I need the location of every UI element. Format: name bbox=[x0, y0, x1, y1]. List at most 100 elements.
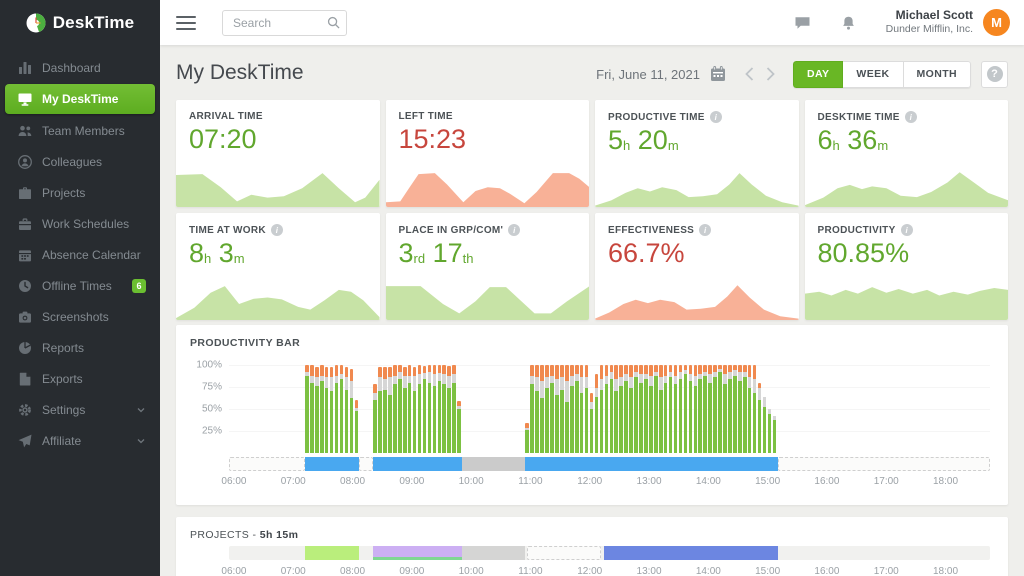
online-timeline bbox=[229, 457, 990, 471]
productivity-bar-segment bbox=[634, 365, 638, 453]
sidebar-item-absence-calendar[interactable]: Absence Calendar bbox=[0, 239, 160, 270]
chat-icon[interactable] bbox=[794, 15, 811, 31]
exports-icon bbox=[18, 372, 32, 386]
info-icon[interactable]: i bbox=[709, 111, 722, 123]
productivity-bar-segment bbox=[569, 365, 574, 453]
sidebar-item-projects[interactable]: Projects bbox=[0, 177, 160, 208]
sidebar-item-settings[interactable]: Settings bbox=[0, 394, 160, 425]
productivity-bar-segment bbox=[535, 365, 539, 453]
productivity-bar-segment bbox=[525, 365, 530, 453]
productivity-bar-segment bbox=[683, 365, 688, 453]
productivity-bar-segment bbox=[388, 365, 392, 453]
project-segment-blue[interactable] bbox=[603, 546, 778, 560]
info-icon[interactable]: i bbox=[900, 224, 913, 236]
card-label: ARRIVAL TIME bbox=[189, 111, 263, 122]
productivity-bar-segment bbox=[688, 365, 693, 453]
productivity-bar-segment bbox=[402, 365, 407, 453]
productivity-bar-segment bbox=[693, 365, 698, 453]
range-button-week[interactable]: WEEK bbox=[843, 60, 904, 88]
productivity-bar-segment bbox=[432, 365, 437, 453]
info-icon[interactable]: i bbox=[508, 224, 521, 236]
sidebar-item-offline-times[interactable]: Offline Times 6 bbox=[0, 270, 160, 301]
info-icon[interactable]: i bbox=[904, 111, 917, 123]
colleague-icon bbox=[18, 154, 32, 169]
sidebar-item-colleagues[interactable]: Colleagues bbox=[0, 146, 160, 177]
range-button-month[interactable]: MONTH bbox=[903, 60, 971, 88]
x-tick-label: 12:00 bbox=[577, 566, 603, 576]
sidebar-item-label: Settings bbox=[42, 402, 86, 417]
productivity-bar-segment bbox=[422, 365, 427, 453]
y-axis-labels: 100% 75% 50% 25% bbox=[186, 360, 222, 453]
productivity-bar-segment bbox=[678, 365, 683, 453]
next-day-button[interactable] bbox=[760, 65, 781, 83]
productivity-bar-segment bbox=[698, 365, 703, 453]
y-tick-label: 50% bbox=[201, 403, 222, 415]
productivity-bar-chart bbox=[229, 365, 990, 453]
productivity-bar-segment bbox=[310, 365, 314, 453]
productivity-bar-segment bbox=[344, 365, 349, 453]
user-menu[interactable]: Michael Scott Dunder Mifflin, Inc. bbox=[886, 8, 973, 36]
work-schedules-icon bbox=[18, 217, 32, 231]
help-button[interactable]: ? bbox=[981, 60, 1008, 88]
projects-total-time: 5h 15m bbox=[259, 529, 299, 541]
productivity-bar-segment bbox=[728, 365, 732, 453]
info-icon[interactable]: i bbox=[699, 224, 712, 236]
productivity-bar-segment bbox=[703, 365, 707, 453]
hamburger-menu-icon[interactable] bbox=[176, 12, 196, 34]
reports-icon bbox=[18, 341, 32, 355]
productivity-bar-segment bbox=[412, 365, 417, 453]
sidebar-item-label: Absence Calendar bbox=[42, 247, 141, 262]
sparkline-chart bbox=[804, 172, 1008, 207]
card-value: 8h 3m bbox=[189, 238, 245, 268]
productivity-bar-segment bbox=[653, 365, 658, 453]
sidebar-item-label: Screenshots bbox=[42, 309, 109, 324]
productivity-bar-segment bbox=[378, 365, 382, 453]
projects-title: PROJECTS - 5h 15m bbox=[190, 529, 299, 541]
project-segment-lavender[interactable] bbox=[373, 546, 463, 560]
productivity-bar-segment bbox=[324, 365, 329, 453]
sparkline-chart bbox=[176, 286, 380, 320]
productivity-bar-segment bbox=[649, 365, 653, 453]
calendar-icon[interactable] bbox=[709, 65, 727, 83]
card-label: DESKTIME TIME bbox=[817, 111, 900, 123]
sparkline-chart bbox=[385, 173, 589, 207]
x-tick-label: 14:00 bbox=[695, 566, 721, 576]
sidebar-item-screenshots[interactable]: Screenshots bbox=[0, 301, 160, 332]
stat-card-left-time: LEFT TIME 15:23 bbox=[385, 100, 589, 207]
sidebar-item-work-schedules[interactable]: Work Schedules bbox=[0, 208, 160, 239]
project-segment-away[interactable] bbox=[462, 546, 526, 560]
card-label: EFFECTIVENESS bbox=[608, 224, 695, 236]
card-label: TIME AT WORK bbox=[189, 224, 266, 236]
info-icon[interactable]: i bbox=[270, 224, 283, 236]
productivity-bar-segment bbox=[540, 365, 544, 453]
sidebar-item-affiliate[interactable]: Affiliate bbox=[0, 425, 160, 456]
sidebar-item-team-members[interactable]: Team Members bbox=[0, 115, 160, 146]
productivity-bar-segment bbox=[733, 365, 737, 453]
productivity-bar-segment bbox=[329, 365, 334, 453]
chevron-down-icon bbox=[137, 406, 145, 414]
current-date: Fri, June 11, 2021 bbox=[596, 66, 700, 82]
search-input[interactable] bbox=[222, 9, 347, 36]
sidebar-item-my-desktime[interactable]: My DeskTime bbox=[5, 84, 155, 114]
project-segment-empty[interactable] bbox=[527, 546, 601, 560]
sidebar: DeskTime Dashboard My DeskTime Team Member… bbox=[0, 0, 160, 576]
project-segment-lime[interactable] bbox=[305, 546, 360, 560]
brand-name: DeskTime bbox=[52, 13, 135, 32]
productivity-bar-segment bbox=[668, 365, 673, 453]
avatar[interactable]: M bbox=[983, 9, 1010, 36]
sidebar-item-reports[interactable]: Reports bbox=[0, 332, 160, 363]
sidebar-item-exports[interactable]: Exports bbox=[0, 363, 160, 394]
logo[interactable]: DeskTime bbox=[0, 0, 160, 46]
projects-icon bbox=[18, 186, 32, 200]
topbar-right: Michael Scott Dunder Mifflin, Inc. M bbox=[794, 8, 1024, 36]
productivity-bar-segment bbox=[442, 365, 447, 453]
range-button-day[interactable]: DAY bbox=[792, 60, 844, 88]
sidebar-item-dashboard[interactable]: Dashboard bbox=[0, 52, 160, 83]
sidebar-item-label: Work Schedules bbox=[42, 216, 130, 231]
productivity-bar-segment bbox=[747, 365, 752, 453]
bell-icon[interactable] bbox=[841, 15, 856, 31]
prev-day-button[interactable] bbox=[739, 65, 760, 83]
productivity-bar-segment bbox=[762, 365, 767, 453]
productivity-bar-segment bbox=[742, 365, 747, 453]
sparkline-chart bbox=[595, 285, 799, 320]
